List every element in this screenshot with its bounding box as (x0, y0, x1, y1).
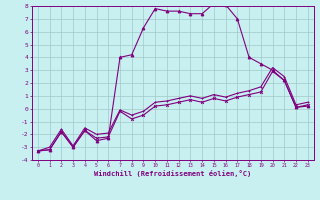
X-axis label: Windchill (Refroidissement éolien,°C): Windchill (Refroidissement éolien,°C) (94, 170, 252, 177)
